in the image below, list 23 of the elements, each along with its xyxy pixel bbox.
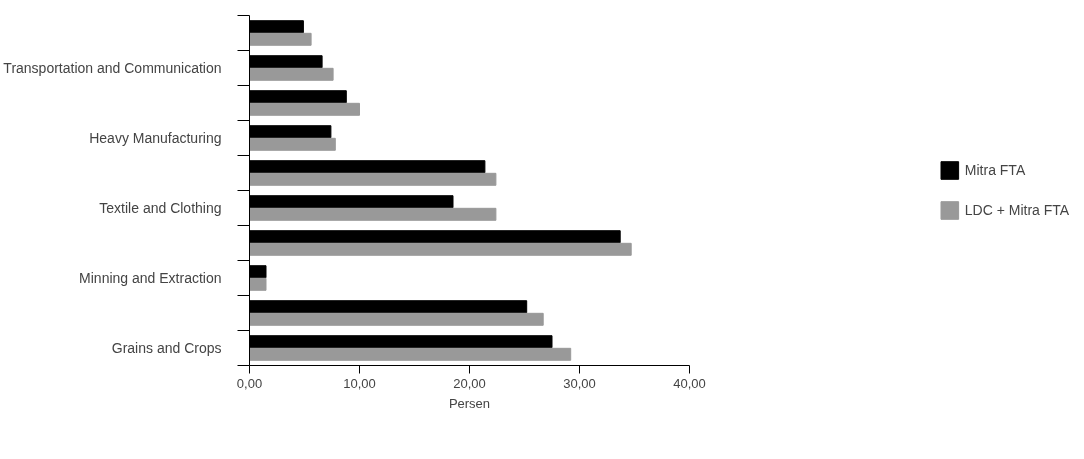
x-tick-label: 0,00 (236, 375, 263, 391)
bar (249, 67, 334, 81)
bar (249, 137, 336, 151)
x-tick-label: 10,00 (343, 375, 376, 391)
bar (249, 172, 497, 186)
x-tick-label: 30,00 (563, 375, 596, 391)
y-tick-label: Heavy Manufacturing (89, 130, 222, 146)
bar (249, 102, 360, 116)
y-tick-label: Grains and Crops (111, 340, 222, 356)
bar (249, 312, 544, 326)
legend-label: Mitra FTA (964, 162, 1026, 178)
bar (249, 347, 572, 361)
bar (249, 207, 497, 221)
bar (249, 277, 267, 291)
x-axis-title: Persen (448, 395, 491, 411)
y-tick-label: Transportation and Communication (3, 60, 222, 76)
y-tick-label: Textile and Clothing (99, 200, 222, 216)
bar (249, 32, 312, 46)
bar (249, 242, 632, 256)
x-tick-label: 40,00 (673, 375, 706, 391)
legend-label: LDC + Mitra FTA (964, 202, 1070, 218)
x-tick-label: 20,00 (453, 375, 486, 391)
y-tick-label: Minning and Extraction (79, 270, 222, 286)
